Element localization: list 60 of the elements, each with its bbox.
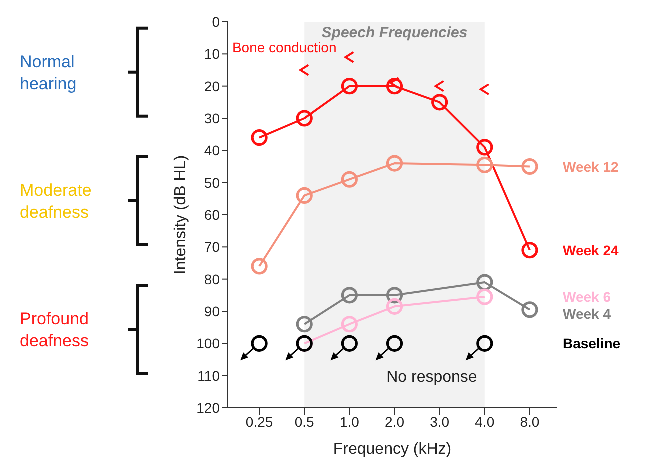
point xyxy=(341,287,358,304)
point xyxy=(432,94,448,111)
point xyxy=(480,84,490,96)
x-tick-label: 0.5 xyxy=(294,414,315,430)
point xyxy=(522,158,538,176)
y-tick-label: 120 xyxy=(196,400,220,416)
x-tick-label: 2.0 xyxy=(385,414,405,430)
point xyxy=(476,156,494,174)
y-tick-label: 20 xyxy=(204,78,220,94)
x-tick-label: 0.25 xyxy=(246,414,274,430)
point xyxy=(386,78,404,95)
point xyxy=(476,335,494,352)
point xyxy=(251,258,268,275)
point xyxy=(251,335,268,352)
y-tick-label: 70 xyxy=(204,239,220,256)
x-axis-title: Frequency (kHz) xyxy=(333,441,452,458)
point xyxy=(341,316,358,333)
point xyxy=(476,288,494,306)
point xyxy=(386,155,404,172)
x-tick-label: 1.0 xyxy=(340,414,360,430)
text: Baseline xyxy=(563,336,621,352)
y-tick-label: 0 xyxy=(212,14,220,30)
band-label: Speech Frequencies xyxy=(322,24,468,42)
point xyxy=(522,242,538,259)
y-tick-label: 30 xyxy=(204,110,220,126)
point xyxy=(386,298,404,315)
point xyxy=(522,302,538,318)
point xyxy=(476,139,494,156)
y-tick-label: 40 xyxy=(204,142,220,159)
point xyxy=(341,171,358,188)
x-tick-label: 4.0 xyxy=(475,414,495,430)
point xyxy=(300,64,310,76)
x-tick-label: 3.0 xyxy=(430,414,450,430)
point xyxy=(296,110,313,127)
y-tick-label: 80 xyxy=(204,271,220,288)
point xyxy=(296,316,313,333)
point xyxy=(341,335,358,352)
point xyxy=(344,51,355,64)
point xyxy=(434,80,445,92)
y-tick-label: 60 xyxy=(204,206,220,223)
text: Profound deafness xyxy=(20,310,89,351)
text: Week 6 xyxy=(563,289,612,306)
text: Normal hearing xyxy=(20,52,77,94)
x-tick-label: 8.0 xyxy=(520,414,540,430)
y-axis-title: Intensity (dB HL) xyxy=(172,155,190,275)
text: Moderate deafness xyxy=(20,181,92,222)
series-label: Week 24 xyxy=(563,242,619,258)
series-label: Bone conduction xyxy=(232,39,337,56)
y-tick-label: 90 xyxy=(204,303,220,320)
point xyxy=(341,78,358,95)
point xyxy=(296,187,313,204)
y-tick-label: 110 xyxy=(198,368,220,384)
y-tick-label: 10 xyxy=(204,46,220,62)
point xyxy=(251,130,268,146)
y-tick-label: 50 xyxy=(204,174,220,191)
point xyxy=(386,335,404,352)
annotation: No response xyxy=(386,369,478,386)
series-label: Week 4 xyxy=(563,306,612,322)
series-label: Week 12 xyxy=(563,158,619,175)
y-tick-label: 100 xyxy=(196,336,220,352)
